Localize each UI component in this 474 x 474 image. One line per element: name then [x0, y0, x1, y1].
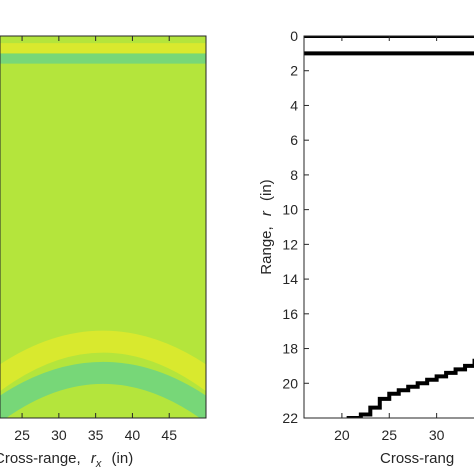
plot-frame	[303, 35, 474, 419]
y-tick-label: 12	[282, 236, 298, 252]
y-tick-label: 18	[282, 341, 298, 357]
plot-background	[304, 36, 474, 418]
y-tick-label: 4	[290, 97, 298, 113]
range-y-axis-label: Range, r (in)	[258, 179, 275, 274]
x-tick-label: 30	[51, 427, 67, 443]
x-tick-label: 40	[125, 427, 141, 443]
range-plot-panel: 0 2 4 6 8 10 12 14 16 18 20 22 20 25 30 Range, r (in)…	[258, 28, 474, 467]
y-tick-label: 22	[282, 410, 298, 426]
range-x-axis-label: Cross-rang	[380, 450, 454, 467]
x-tick-label: 35	[88, 427, 104, 443]
heatmap-band	[0, 330, 206, 392]
x-tick-label: 45	[161, 427, 177, 443]
heatmap-frame	[0, 35, 207, 419]
y-tick-label: 6	[290, 132, 298, 148]
x-tick-label: 25	[381, 427, 397, 443]
x-tick-label: 30	[429, 427, 445, 443]
heatmap-x-axis-label: Cross-range, rx (in)	[0, 450, 133, 471]
y-tick-label: 8	[290, 167, 298, 183]
x-tick-label: 20	[334, 427, 350, 443]
y-tick-label: 10	[282, 202, 298, 218]
y-tick-label: 2	[290, 63, 298, 79]
y-tick-label: 20	[282, 375, 298, 391]
y-tick-label: 0	[290, 28, 298, 44]
y-tick-label: 16	[282, 306, 298, 322]
y-tick-label: 14	[282, 271, 298, 287]
heatmap-panel: 25 30 35 40 45 Cross-range, rx (in)	[0, 35, 207, 471]
heatmap-band	[0, 362, 206, 418]
x-tick-label: 25	[14, 427, 30, 443]
series-line-3	[346, 358, 474, 418]
